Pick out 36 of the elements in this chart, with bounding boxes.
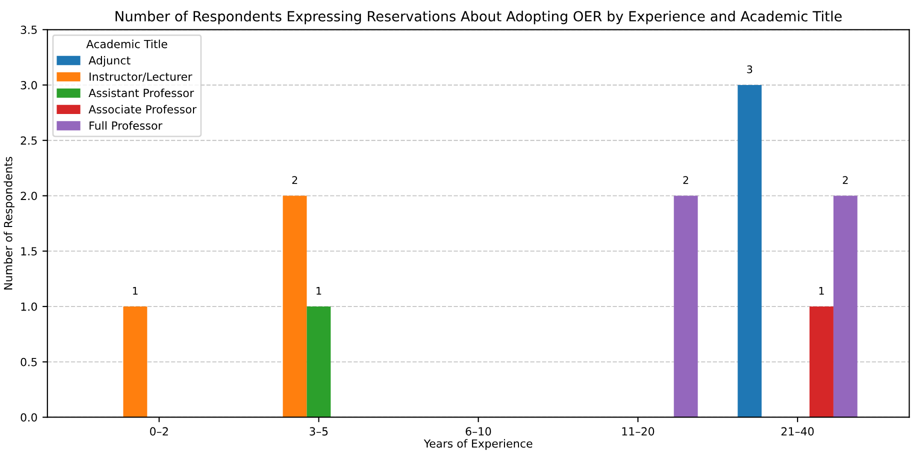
y-tick-label: 0.5 bbox=[20, 358, 37, 366]
bar bbox=[810, 306, 834, 418]
x-tick-label: 6–10 bbox=[466, 427, 491, 436]
y-axis-title: Number of Respondents bbox=[4, 156, 14, 290]
bar bbox=[674, 196, 698, 418]
legend-label: Associate Professor bbox=[88, 104, 197, 114]
y-tick-label: 2.5 bbox=[20, 136, 37, 145]
x-axis-title: Years of Experience bbox=[424, 439, 532, 450]
legend-label: Assistant Professor bbox=[88, 88, 194, 98]
legend-label: Full Professor bbox=[90, 121, 162, 130]
bar bbox=[123, 306, 148, 418]
x-tick-label: 3–5 bbox=[310, 427, 328, 436]
y-tick-label: 3.0 bbox=[20, 80, 37, 90]
data-label: 1 bbox=[133, 287, 138, 295]
data-label: 1 bbox=[819, 287, 824, 295]
y-tick-label: 0.0 bbox=[20, 413, 37, 422]
data-label: 2 bbox=[292, 176, 298, 184]
data-label: 2 bbox=[683, 176, 688, 184]
data-label: 1 bbox=[316, 287, 322, 295]
data-label: 3 bbox=[747, 65, 752, 74]
bar bbox=[738, 85, 762, 418]
x-tick-label: 11–20 bbox=[622, 427, 654, 436]
y-tick-label: 1.0 bbox=[21, 302, 37, 311]
y-tick-label: 3.5 bbox=[20, 26, 37, 34]
legend-label: Instructor/Lecturer bbox=[90, 72, 192, 82]
y-tick-label: 1.5 bbox=[21, 247, 37, 256]
legend-label: Adjunct bbox=[88, 56, 130, 67]
bar bbox=[306, 306, 331, 418]
x-tick-label: 0–2 bbox=[150, 427, 168, 436]
bar bbox=[282, 196, 307, 418]
chart-title: Number of Respondents Expressing Reservations About Adopting OER by Experience and Academic Title bbox=[116, 10, 842, 24]
bar bbox=[833, 196, 858, 418]
y-tick-label: 2.0 bbox=[20, 192, 37, 200]
legend-title: Academic Title bbox=[86, 40, 168, 48]
data-label: 2 bbox=[842, 176, 848, 184]
x-tick-label: 21–40 bbox=[781, 427, 814, 436]
